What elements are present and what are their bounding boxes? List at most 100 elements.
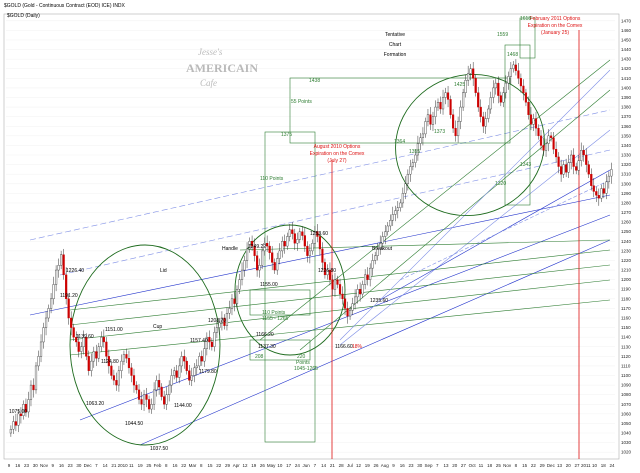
candle-body (341, 293, 344, 300)
y-tick-label: 1440 (621, 47, 632, 52)
aug-options-l2: Expiration on the Comex (310, 151, 365, 157)
x-tick-label: 8 (515, 463, 518, 468)
x-tick-label: 23 (408, 463, 414, 468)
label-1343: 1343 (520, 162, 531, 168)
formation-ellipse (395, 73, 545, 217)
label-1179: 1179.80 (199, 369, 217, 375)
box-1375 (264, 131, 316, 443)
candle-body (351, 303, 354, 311)
candle-body (278, 250, 281, 259)
candle-body (379, 243, 382, 250)
candle-body (399, 202, 402, 208)
x-tick-label: Feb (154, 463, 162, 468)
x-tick-label: 21 (111, 463, 117, 468)
candle-body (266, 243, 269, 247)
candle-body (384, 231, 387, 237)
candle-body (565, 164, 568, 173)
candle-body (326, 269, 329, 276)
candle-body (110, 365, 113, 376)
x-tick-label: 7 (314, 463, 317, 468)
candle-body (223, 317, 226, 326)
y-tick-label: 1290 (621, 191, 632, 196)
candle-body (253, 245, 256, 256)
candle-body (343, 298, 347, 309)
x-tick-label: 17 (286, 463, 292, 468)
candle-body (489, 97, 492, 110)
candle-body (200, 356, 203, 362)
x-tick-label: 24 (609, 463, 615, 468)
candle-body (233, 298, 236, 304)
candle-body (55, 269, 58, 285)
y-tick-label: 1220 (621, 258, 632, 263)
label-1618: 1618 (520, 16, 531, 22)
candle-body (112, 375, 115, 381)
x-tick-label: 30 (76, 463, 82, 468)
candle-body (592, 185, 595, 192)
candle-body (429, 114, 432, 125)
cup-ellipse (69, 244, 221, 446)
cup-support-trendline (139, 239, 611, 446)
candle-body (597, 195, 600, 199)
x-tick-label: 15 (522, 463, 528, 468)
x-tick-label: 27 (575, 463, 581, 468)
candle-body (160, 386, 163, 397)
candle-body (122, 354, 126, 362)
candle-body (195, 365, 198, 369)
candle-body (235, 289, 239, 304)
candle-body (168, 384, 171, 395)
x-tick-label: 20 (566, 463, 572, 468)
x-tick-label: Nov (40, 463, 49, 468)
x-tick-label: 14 (321, 463, 327, 468)
feb-options-l2: Expiration on the Comex (528, 23, 583, 29)
green-trendline-2 (69, 299, 611, 356)
candle-body (39, 341, 43, 357)
candle-body (158, 380, 161, 388)
x-tick-label: Jun (302, 463, 310, 468)
candle-body (29, 384, 33, 400)
candle-body (328, 269, 332, 280)
candle-body (230, 298, 234, 309)
label-55-points: 55 Points (291, 99, 312, 105)
candle-body (316, 231, 319, 237)
x-tick-label: Oct (469, 463, 477, 468)
candle-body (441, 97, 445, 110)
box-110 (249, 289, 311, 316)
candle-body (346, 308, 349, 317)
x-tick-label: 19 (365, 463, 371, 468)
y-tick-label: 1450 (621, 37, 632, 42)
label-220-points: Points (296, 360, 310, 366)
candle-body (354, 296, 357, 304)
candle-body (296, 239, 299, 244)
label-1373: 1373 (434, 129, 445, 135)
candle-body (406, 173, 409, 184)
candle-body (268, 245, 271, 253)
candle-body (580, 150, 583, 161)
candle-body (185, 360, 188, 371)
candle-body (215, 327, 218, 333)
candle-body (22, 404, 25, 416)
label-1438: 1438 (309, 78, 320, 84)
box-1559 (504, 44, 531, 206)
y-tick-label: 1260 (621, 220, 632, 225)
candle-body (27, 399, 30, 413)
candle-body (562, 164, 565, 175)
candle-body (218, 322, 221, 328)
candle-body (250, 241, 254, 247)
label-1166b: 1166.60 (335, 344, 353, 350)
candle-body (572, 154, 575, 167)
candle-body (303, 235, 306, 247)
candle-body (85, 336, 88, 357)
candle-body (32, 384, 35, 391)
label-110-points-b: 110 Points (262, 310, 286, 316)
candle-body (348, 310, 352, 317)
candle-body (240, 269, 244, 280)
candle-body (276, 258, 279, 271)
price-boxes (249, 17, 536, 443)
candle-body (600, 188, 603, 199)
candle-body (529, 114, 533, 125)
candle-body (336, 279, 339, 285)
x-tick-label: Sep (424, 463, 433, 468)
candle-body (587, 164, 590, 175)
candle-body (193, 367, 196, 376)
candle-body (590, 173, 593, 186)
